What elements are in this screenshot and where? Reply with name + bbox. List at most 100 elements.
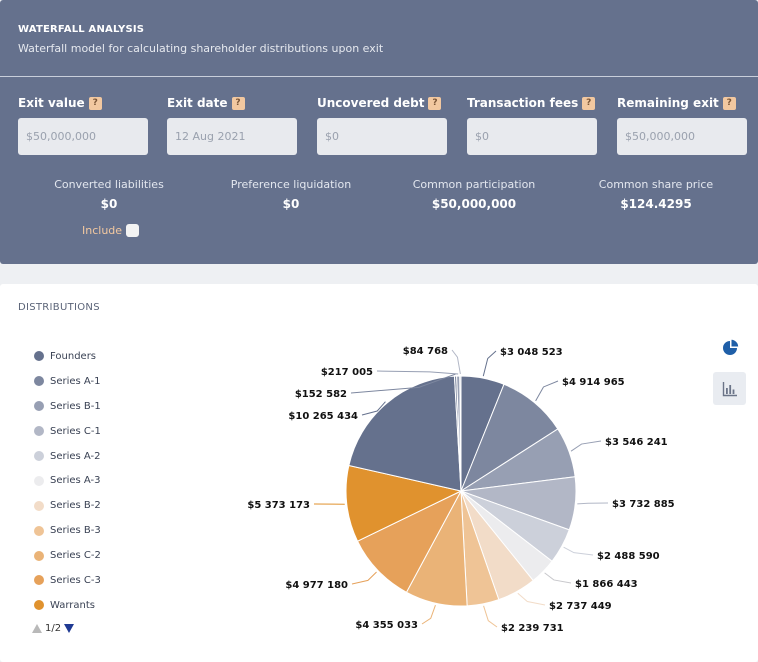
uncovered-debt-label: Uncovered debt <box>317 96 425 110</box>
pie-slice[interactable] <box>348 375 462 492</box>
transaction-fees-field: Transaction fees? <box>467 95 599 155</box>
exit-value-field: Exit value? <box>18 95 150 155</box>
slice-value-label: $152 582 <box>295 389 347 400</box>
help-icon[interactable]: ? <box>722 96 736 110</box>
legend-pager: 1/2 <box>32 623 75 634</box>
distributions-title: DISTRIBUTIONS <box>18 302 100 313</box>
legend-label: Series A-2 <box>50 450 101 462</box>
metric-label: Preference liquidation <box>230 178 352 191</box>
slice-value-label: $3 048 523 <box>500 347 563 358</box>
metric-value: $0 <box>100 197 118 211</box>
bar-view-button[interactable] <box>713 372 746 405</box>
help-icon[interactable]: ? <box>231 96 245 110</box>
legend-item[interactable]: Series A-3 <box>34 468 101 493</box>
metric-value: $50,000,000 <box>431 197 517 211</box>
legend-item[interactable]: Series A-1 <box>34 369 101 394</box>
legend-label: Series B-3 <box>50 525 101 537</box>
metric-common-share-price: Common share price $124.4295 <box>581 178 731 211</box>
exit-value-input[interactable] <box>18 118 148 155</box>
slice-value-label: $4 914 965 <box>562 377 625 388</box>
page-indicator: 1/2 <box>45 623 62 634</box>
legend-label: Founders <box>50 350 97 362</box>
slice-leader-line <box>421 605 436 625</box>
legend-swatch <box>34 426 44 437</box>
include-toggle[interactable] <box>126 224 140 237</box>
slice-leader-line <box>351 571 377 585</box>
slice-leader-line <box>563 546 594 556</box>
legend-swatch <box>34 575 44 586</box>
metric-converted-liabilities: Converted liabilities $0 <box>34 178 184 211</box>
legend-swatch <box>34 401 44 412</box>
include-control: Include <box>82 224 140 237</box>
legend-item[interactable]: Series C-2 <box>34 543 101 568</box>
legend-item[interactable]: Series B-3 <box>34 518 101 543</box>
transaction-fees-input[interactable] <box>467 118 597 155</box>
metric-label: Common participation <box>412 178 536 191</box>
legend-item[interactable]: Series C-3 <box>34 568 101 593</box>
help-icon[interactable]: ? <box>88 96 102 110</box>
panel-subtitle: Waterfall model for calculating sharehol… <box>18 42 384 55</box>
pie-slice[interactable] <box>345 464 463 542</box>
slice-leader-line <box>482 350 497 377</box>
slice-value-label: $10 265 434 <box>288 411 358 422</box>
pie-slice[interactable] <box>356 489 463 593</box>
pie-chart-icon <box>722 339 738 355</box>
legend-swatch <box>34 550 44 561</box>
metric-value: $0 <box>282 197 300 211</box>
help-icon[interactable]: ? <box>428 96 442 110</box>
pie-slice[interactable] <box>459 375 462 492</box>
pie-view-button[interactable] <box>713 331 746 364</box>
exit-date-input[interactable] <box>167 118 297 155</box>
legend-item[interactable]: Series B-1 <box>34 394 101 419</box>
slice-value-label: $5 373 173 <box>247 500 310 511</box>
distributions-panel: DISTRIBUTIONS Founders Series A-1 Series B… <box>0 284 758 662</box>
slice-value-label: $2 488 590 <box>597 551 660 562</box>
legend-label: Series C-1 <box>50 425 101 437</box>
metric-label: Common share price <box>598 178 714 191</box>
slice-leader-line <box>544 572 572 584</box>
legend-swatch <box>34 525 44 536</box>
legend-label: Series B-2 <box>50 500 101 512</box>
exit-value-label: Exit value <box>18 96 85 110</box>
slice-value-label: $4 355 033 <box>355 620 418 631</box>
slice-leader-line <box>517 592 546 606</box>
remaining-exit-label: Remaining exit <box>617 96 719 110</box>
page-down-icon[interactable] <box>64 624 75 633</box>
slice-leader-line <box>361 401 386 416</box>
legend-label: Warrants <box>50 599 96 611</box>
slice-leader-line <box>535 380 559 402</box>
legend-item[interactable]: Founders <box>34 344 101 369</box>
remaining-exit-field: Remaining exit? <box>617 95 749 155</box>
legend-item[interactable]: Warrants <box>34 593 101 618</box>
exit-date-field: Exit date? <box>167 95 299 155</box>
slice-value-label: $3 546 241 <box>605 437 668 448</box>
metric-preference-liquidation: Preference liquidation $0 <box>216 178 366 211</box>
divider <box>0 76 758 77</box>
legend-item[interactable]: Series B-2 <box>34 493 101 518</box>
legend-item[interactable]: Series A-2 <box>34 444 101 469</box>
distribution-pie-chart: $3 048 523 $4 914 965 $3 546 241 $3 732 885… <box>247 346 675 634</box>
remaining-exit-input[interactable] <box>617 118 747 155</box>
transaction-fees-label: Transaction fees <box>467 96 579 110</box>
legend-swatch <box>34 475 44 486</box>
bar-chart-icon <box>722 381 737 396</box>
legend-swatch <box>34 451 44 461</box>
legend-swatch <box>34 376 44 387</box>
metric-label: Converted liabilities <box>54 178 164 191</box>
slice-value-label: $3 732 885 <box>612 499 675 510</box>
legend-label: Series B-1 <box>50 400 101 412</box>
chart-legend: Founders Series A-1 Series B-1 Series C-1 Se… <box>34 344 101 618</box>
waterfall-panel: WATERFALL ANALYSIS Waterfall model for c… <box>0 0 758 264</box>
help-icon[interactable]: ? <box>582 96 596 110</box>
slice-value-label: $2 737 449 <box>549 601 612 612</box>
slice-leader-line <box>451 349 461 375</box>
page-up-icon[interactable] <box>32 624 42 633</box>
slice-value-label: $84 768 <box>403 346 448 357</box>
legend-label: Series C-3 <box>50 574 101 586</box>
uncovered-debt-input[interactable] <box>317 118 447 155</box>
include-label: Include <box>82 224 123 237</box>
legend-swatch <box>34 600 44 611</box>
slice-value-label: $4 977 180 <box>285 580 348 591</box>
legend-item[interactable]: Series C-1 <box>34 419 101 444</box>
legend-label: Series A-1 <box>50 375 101 387</box>
